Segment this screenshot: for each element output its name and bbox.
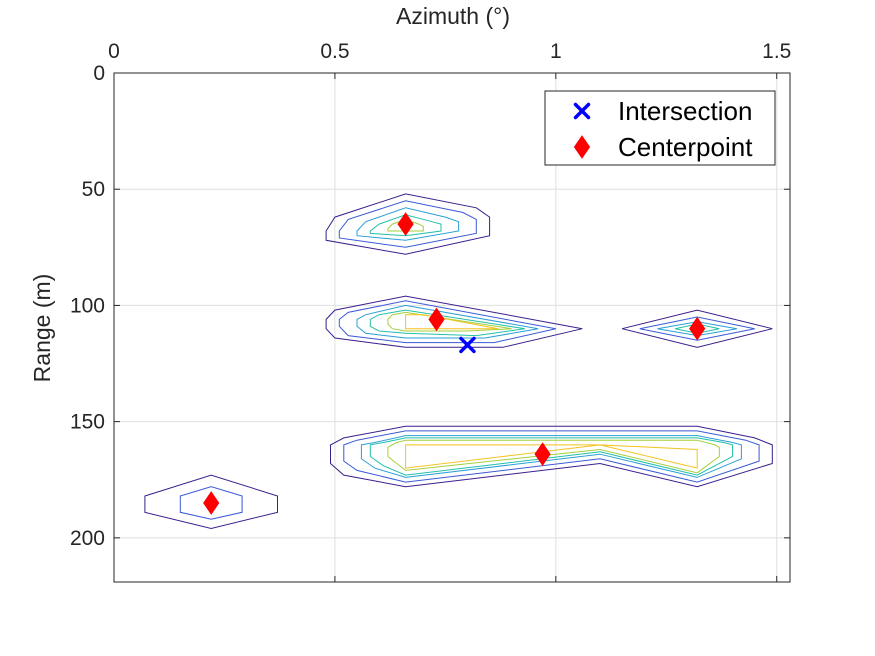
x-tick-label-2: 1 (550, 40, 562, 63)
tick-labels: 0 0.5 1 1.5 0 50 100 150 200 (70, 40, 791, 550)
contour-0-level-1 (338, 200, 477, 248)
y-tick-label-3: 150 (70, 411, 105, 434)
contour-3-level-3 (369, 437, 734, 476)
contour-4-level-0 (144, 474, 278, 530)
contour-plot (144, 193, 773, 530)
legend-intersection-label: Intersection (618, 96, 752, 126)
legend-x-symbol (573, 102, 591, 120)
contour-1-level-5 (405, 314, 499, 330)
contour-1-level-0 (325, 295, 583, 348)
contour-1-level-4 (387, 311, 512, 332)
centerpoint-marker-2 (689, 316, 706, 341)
axis-ticks (113, 72, 790, 582)
data-markers (203, 212, 706, 515)
contour-0-level-4 (387, 218, 424, 232)
contour-0-level-2 (356, 207, 460, 241)
contour-3-level-1 (343, 430, 760, 483)
y-tick-label-0: 0 (93, 62, 105, 85)
legend-diamond-symbol (573, 135, 591, 159)
x-axis-label: Azimuth (°) (396, 3, 510, 29)
y-tick-label-1: 50 (82, 178, 105, 201)
contour-1-level-1 (338, 300, 556, 344)
legend: Intersection Centerpoint (544, 90, 776, 166)
contour-3-level-4 (387, 439, 720, 474)
contour-0-level-3 (369, 214, 442, 237)
centerpoint-marker-3 (534, 442, 551, 467)
contour-4-level-1 (179, 486, 243, 520)
contour-2-level-3 (674, 323, 720, 334)
x-tick-label-3: 1.5 (762, 40, 791, 63)
y-tick-label-2: 100 (70, 294, 105, 317)
y-axis-label: Range (m) (29, 274, 55, 383)
centerpoint-marker-4 (203, 491, 220, 515)
x-tick-label-1: 0.5 (320, 40, 349, 63)
contour-1-level-2 (356, 304, 539, 339)
legend-centerpoint-label: Centerpoint (618, 132, 753, 162)
centerpoint-marker-1 (428, 307, 445, 332)
plot-area-frame (113, 72, 791, 583)
x-tick-label-0: 0 (108, 40, 120, 63)
contour-0-level-0 (325, 193, 491, 255)
contour-2-level-2 (657, 321, 738, 337)
intersection-marker-0 (459, 336, 476, 354)
centerpoint-marker-0 (397, 212, 414, 236)
contour-2-level-1 (639, 316, 755, 341)
contour-2-level-0 (621, 309, 773, 348)
contour-3-level-2 (360, 435, 742, 478)
legend-centerpoint-marker (573, 135, 591, 159)
contour-1-level-3 (369, 309, 525, 337)
grid-lines (114, 73, 790, 582)
contour-3-level-0 (330, 425, 773, 488)
contour-3-level-5 (405, 444, 698, 469)
y-tick-label-4: 200 (70, 527, 105, 550)
legend-intersection-marker (573, 102, 591, 120)
